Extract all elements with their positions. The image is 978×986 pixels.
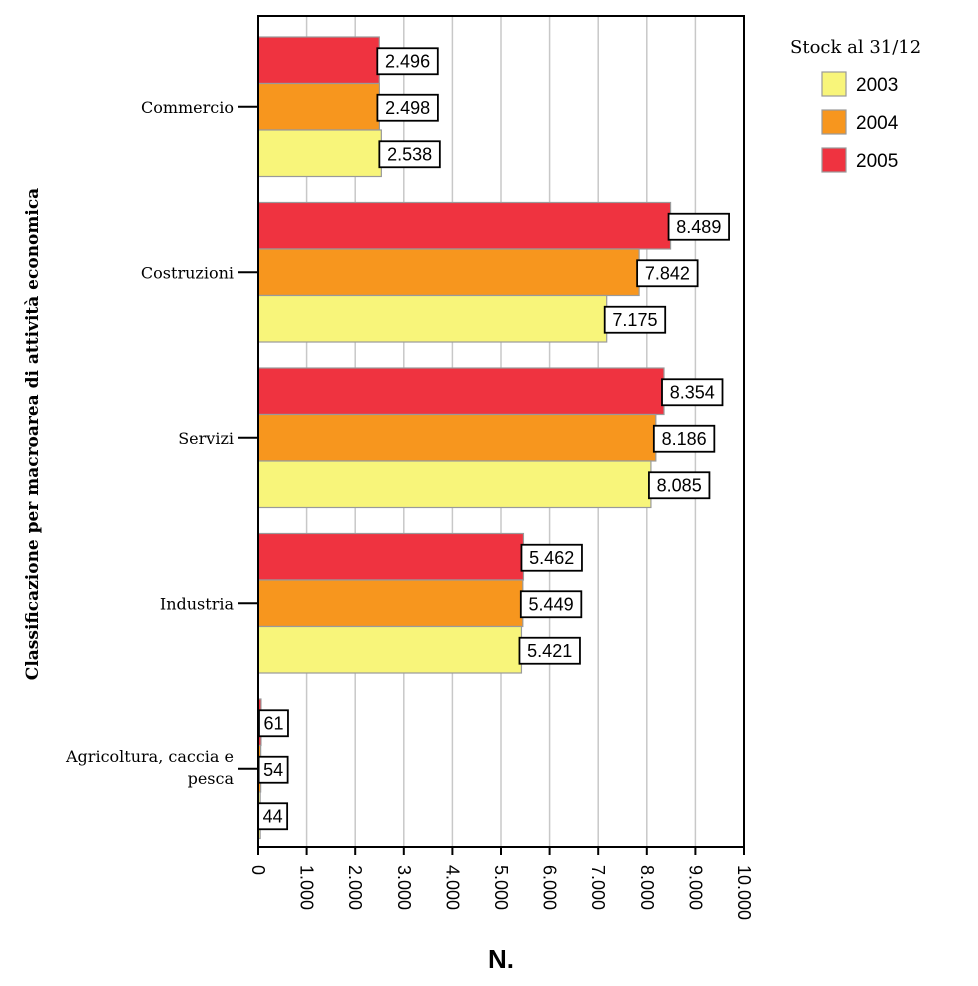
data-label: 8.186 bbox=[652, 424, 716, 453]
legend: Stock al 31/12 2003 2004 2005 bbox=[790, 37, 921, 173]
svg-text:7.842: 7.842 bbox=[645, 263, 690, 283]
category-label: Costruzioni bbox=[141, 263, 234, 282]
bar bbox=[257, 248, 640, 297]
bar bbox=[257, 460, 652, 509]
svg-text:8.354: 8.354 bbox=[670, 382, 715, 402]
data-label: 2.498 bbox=[376, 93, 439, 122]
data-label: 5.449 bbox=[519, 590, 583, 619]
svg-text:8.489: 8.489 bbox=[676, 217, 721, 237]
data-labels: 2.496 2.498 2.538 8.489 7.842 7.175 8.354 8.186… bbox=[257, 47, 730, 831]
svg-text:54: 54 bbox=[263, 760, 283, 780]
svg-text:2005: 2005 bbox=[856, 151, 898, 172]
bar bbox=[257, 532, 525, 581]
bar bbox=[257, 82, 381, 131]
x-tick-label: 4.000 bbox=[442, 865, 462, 910]
legend-item: 2005 bbox=[821, 147, 898, 173]
category-label: Servizi bbox=[178, 429, 234, 448]
x-axis: 0 1.000 2.000 3.000 4.000 5.000 6.000 7.000 8.00… bbox=[248, 847, 754, 920]
bar bbox=[257, 294, 608, 343]
x-tick-label: 5.000 bbox=[491, 865, 511, 910]
bar bbox=[257, 367, 665, 416]
svg-text:5.462: 5.462 bbox=[529, 548, 574, 568]
data-label: 7.842 bbox=[636, 259, 699, 288]
x-tick-label: 6.000 bbox=[540, 865, 560, 910]
data-label: 2.538 bbox=[378, 140, 441, 169]
y-axis-label: Classificazione per macroarea di attivit… bbox=[23, 188, 43, 680]
data-label: 8.354 bbox=[661, 378, 724, 407]
category-label: Agricoltura, caccia e pesca bbox=[65, 747, 234, 788]
svg-text:5.449: 5.449 bbox=[529, 594, 574, 614]
svg-text:5.421: 5.421 bbox=[527, 641, 572, 661]
data-label: 5.462 bbox=[520, 543, 583, 572]
bar bbox=[257, 625, 523, 674]
data-label: 44 bbox=[257, 802, 289, 831]
data-label: 5.421 bbox=[518, 636, 581, 665]
bar bbox=[257, 413, 657, 462]
x-tick-label: 2.000 bbox=[345, 865, 365, 910]
data-label: 2.496 bbox=[376, 47, 439, 76]
x-tick-label: 7.000 bbox=[588, 865, 608, 910]
legend-item: 2004 bbox=[821, 109, 899, 135]
data-label: 8.489 bbox=[667, 212, 730, 241]
category-label: Commercio bbox=[141, 98, 234, 117]
x-tick-label: 8.000 bbox=[637, 865, 657, 910]
category-label: Industria bbox=[160, 594, 235, 613]
x-axis-label: N. bbox=[488, 944, 514, 974]
svg-text:8.186: 8.186 bbox=[662, 429, 707, 449]
x-tick-label: 9.000 bbox=[685, 865, 705, 910]
data-label: 7.175 bbox=[603, 305, 667, 334]
bar bbox=[257, 579, 524, 628]
svg-text:2.498: 2.498 bbox=[385, 98, 430, 118]
svg-text:2003: 2003 bbox=[856, 75, 898, 96]
data-label: 54 bbox=[257, 755, 289, 784]
bar bbox=[257, 36, 380, 85]
svg-text:61: 61 bbox=[263, 713, 283, 733]
svg-text:2.538: 2.538 bbox=[387, 144, 432, 164]
bar bbox=[257, 129, 382, 178]
x-tick-label: 0 bbox=[248, 865, 268, 875]
svg-text:2.496: 2.496 bbox=[385, 51, 430, 71]
bars bbox=[257, 36, 672, 840]
svg-text:44: 44 bbox=[263, 806, 283, 826]
x-tick-label: 10.000 bbox=[734, 865, 754, 920]
svg-text:8.085: 8.085 bbox=[657, 475, 702, 495]
data-label: 61 bbox=[258, 709, 289, 738]
legend-item: 2003 bbox=[821, 71, 898, 97]
legend-title: Stock al 31/12 bbox=[790, 37, 921, 58]
svg-text:7.175: 7.175 bbox=[612, 310, 657, 330]
data-label: 8.085 bbox=[648, 471, 711, 500]
x-tick-label: 3.000 bbox=[394, 865, 414, 910]
bar bbox=[257, 201, 672, 250]
y-axis: Commercio Costruzioni Servizi Industria Agri… bbox=[65, 98, 258, 788]
x-tick-label: 1.000 bbox=[297, 865, 317, 910]
svg-text:2004: 2004 bbox=[856, 113, 899, 134]
